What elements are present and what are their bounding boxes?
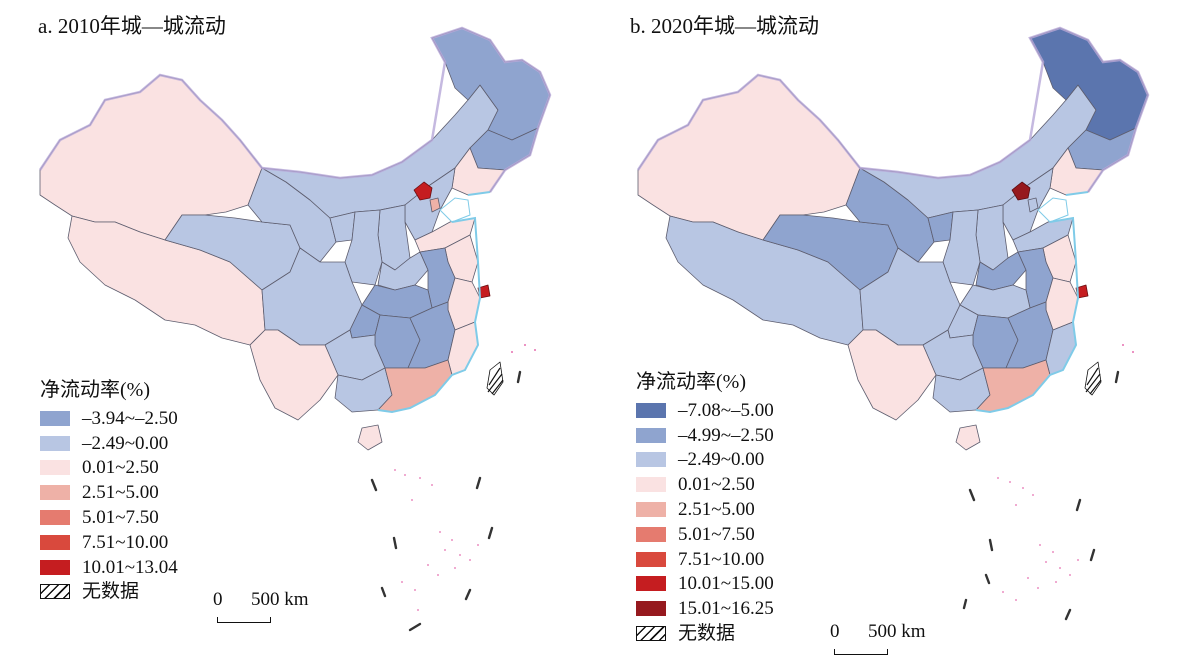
legend-items: –3.94~–2.50 –2.49~0.00 0.01~2.50 2.51~5.00 5… — [40, 406, 178, 580]
legend-label: 7.51~10.00 — [82, 531, 169, 553]
coastline — [377, 191, 491, 414]
region-tianjin — [429, 197, 441, 213]
legend-item: –7.08~–5.00 — [636, 398, 774, 423]
legend-swatch — [40, 410, 70, 426]
legend-swatch — [40, 559, 70, 575]
region-xinjiang — [637, 74, 861, 241]
legend-item: 15.01~16.25 — [636, 596, 774, 621]
legend-label: –2.49~0.00 — [82, 432, 169, 454]
legend-label: 0.01~2.50 — [678, 474, 755, 496]
legend-swatch — [636, 477, 666, 493]
national-border — [38, 26, 552, 193]
bohai-sea — [1037, 197, 1069, 223]
legend-swatch — [40, 485, 70, 501]
region-hainan — [357, 424, 383, 451]
legend-item: 10.01~13.04 — [40, 555, 178, 580]
legend-swatch — [636, 402, 666, 418]
legend-item: –2.49~0.00 — [636, 448, 774, 473]
legend-item: 7.51~10.00 — [636, 547, 774, 572]
legend-swatch — [40, 435, 70, 451]
region-shanxi — [377, 204, 411, 271]
legend-item: –3.94~–2.50 — [40, 406, 178, 431]
region-shanxi — [975, 204, 1009, 271]
legend: 净流动率(%) –3.94~–2.50 –2.49~0.00 0.01~2.50 2.… — [40, 373, 178, 604]
region-hainan — [955, 424, 981, 451]
legend-label: 10.01~15.00 — [678, 573, 774, 595]
nine-dash-line — [962, 370, 1120, 621]
legend-label: 无数据 — [678, 623, 736, 645]
scale-line — [217, 617, 271, 623]
legend-item: –4.99~–2.50 — [636, 423, 774, 448]
legend-item: 10.01~15.00 — [636, 572, 774, 597]
scale-distance-label: 500 km — [251, 589, 309, 610]
legend-label: 7.51~10.00 — [678, 548, 765, 570]
legend-item: –2.49~0.00 — [40, 431, 178, 456]
legend-item: 0.01~2.50 — [40, 456, 178, 481]
legend-items: –7.08~–5.00 –4.99~–2.50 –2.49~0.00 0.01~2.5… — [636, 398, 774, 621]
legend-swatch — [40, 460, 70, 476]
legend-label: 15.01~16.25 — [678, 598, 774, 620]
region-tianjin — [1027, 197, 1039, 213]
south-sea-islands — [394, 344, 536, 611]
coastline — [975, 191, 1089, 414]
legend-label: –2.49~0.00 — [678, 449, 765, 471]
legend-item-no-data: 无数据 — [636, 621, 774, 646]
legend-swatch — [636, 427, 666, 443]
no-data-swatch — [40, 584, 70, 600]
legend-swatch — [40, 510, 70, 526]
region-beijing — [413, 181, 433, 201]
panel-title: b. 2020年城—城流动 — [630, 14, 819, 38]
region-beijing — [1011, 181, 1031, 201]
region-xinjiang — [39, 74, 263, 241]
south-sea-islands — [997, 344, 1134, 601]
legend-label: 2.51~5.00 — [82, 482, 159, 504]
legend-swatch — [636, 551, 666, 567]
panel-title: a. 2010年城—城流动 — [38, 14, 226, 38]
legend-label: –7.08~–5.00 — [678, 399, 774, 421]
legend-item: 2.51~5.00 — [636, 497, 774, 522]
national-border — [636, 26, 1150, 193]
legend-swatch — [636, 576, 666, 592]
legend-item: 2.51~5.00 — [40, 480, 178, 505]
legend: 净流动率(%) –7.08~–5.00 –4.99~–2.50 –2.49~0.00… — [636, 365, 774, 646]
legend-swatch — [40, 534, 70, 550]
legend-item: 5.01~7.50 — [40, 505, 178, 530]
legend-label: 2.51~5.00 — [678, 499, 755, 521]
china-map-2010 — [38, 26, 552, 632]
legend-item: 5.01~7.50 — [636, 522, 774, 547]
legend-item-no-data: 无数据 — [40, 580, 178, 605]
legend-title: 净流动率(%) — [636, 371, 746, 393]
legend-item: 7.51~10.00 — [40, 530, 178, 555]
no-data-swatch — [636, 626, 666, 642]
legend-title: 净流动率(%) — [40, 379, 150, 401]
bohai-sea — [439, 197, 471, 223]
map-panel-2020: b. 2020年城—城流动 净流动率(%) –7.08~–5.00 –4.99~–… — [590, 0, 1180, 670]
legend-label: 0.01~2.50 — [82, 457, 159, 479]
map-panel-2010: a. 2010年城—城流动 净流动率(%) –3.94~–2.50 –2.49~0… — [0, 0, 590, 670]
scale-line — [834, 649, 888, 655]
legend-label: 无数据 — [82, 581, 140, 603]
scale-zero-label: 0 — [213, 589, 223, 610]
scale-zero-label: 0 — [830, 621, 840, 642]
legend-swatch — [636, 601, 666, 617]
legend-swatch — [636, 502, 666, 518]
legend-label: –4.99~–2.50 — [678, 424, 774, 446]
nine-dash-line — [370, 370, 522, 632]
legend-label: 5.01~7.50 — [82, 507, 159, 529]
legend-swatch — [636, 452, 666, 468]
legend-label: 10.01~13.04 — [82, 556, 178, 578]
china-map-2020 — [636, 26, 1150, 621]
legend-swatch — [636, 526, 666, 542]
legend-item: 0.01~2.50 — [636, 472, 774, 497]
legend-label: –3.94~–2.50 — [82, 407, 178, 429]
scale-distance-label: 500 km — [868, 621, 926, 642]
legend-label: 5.01~7.50 — [678, 523, 755, 545]
